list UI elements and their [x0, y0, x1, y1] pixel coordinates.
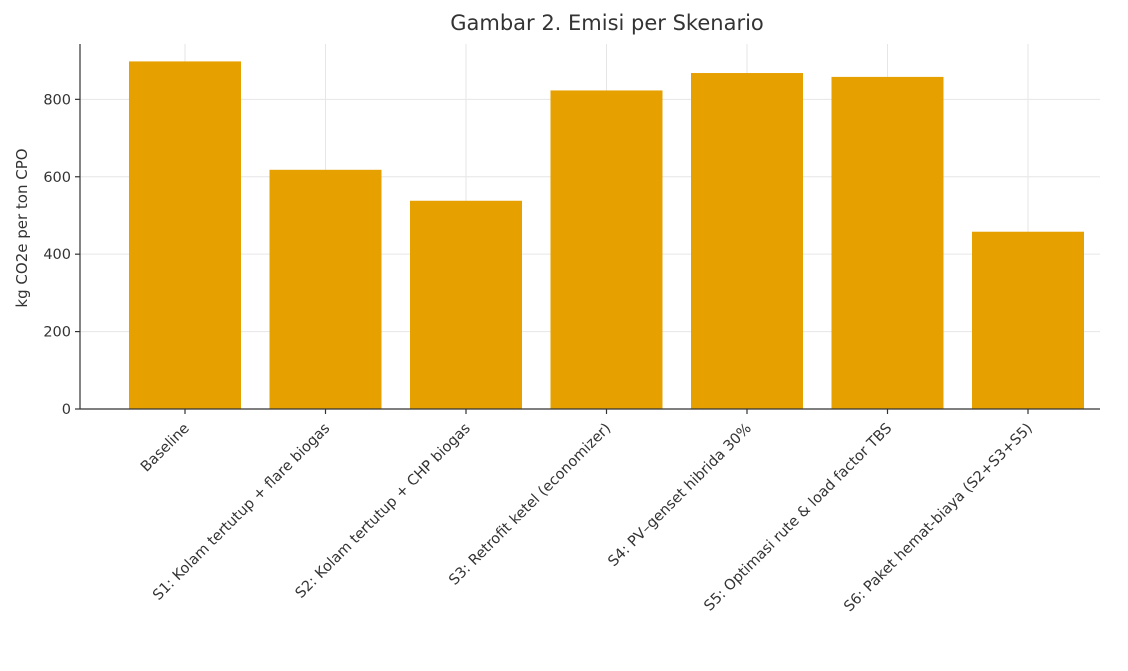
x-tick-label: Baseline — [138, 420, 193, 475]
y-axis-label: kg CO2e per ton CPO — [13, 148, 31, 307]
y-tick-label: 0 — [62, 402, 71, 418]
y-tick-label: 200 — [43, 325, 71, 341]
bar — [972, 231, 1084, 409]
y-tick-label: 800 — [43, 92, 71, 108]
chart-title: Gambar 2. Emisi per Skenario — [450, 11, 764, 35]
bar-layer — [129, 61, 1084, 409]
x-tick-label: S2: Kolam tertutup + CHP biogas — [293, 421, 474, 602]
bar — [831, 76, 944, 409]
axis-layer — [79, 44, 1100, 410]
x-tick-label: S3: Retrofit ketel (economizer) — [446, 421, 614, 589]
bar — [129, 61, 241, 409]
bar — [691, 73, 803, 409]
y-tick-label: 600 — [43, 170, 71, 186]
bar — [410, 200, 522, 409]
bar — [269, 169, 382, 409]
bar — [550, 90, 663, 409]
x-tick-label: S4: PV–genset hibrida 30% — [605, 421, 754, 570]
y-ticks: 0 200 400 600 800 — [43, 92, 80, 418]
y-tick-label: 400 — [43, 247, 71, 263]
